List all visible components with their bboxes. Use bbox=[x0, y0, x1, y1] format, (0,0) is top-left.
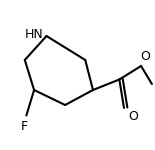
Text: HN: HN bbox=[25, 28, 43, 41]
Text: F: F bbox=[21, 120, 28, 133]
Text: O: O bbox=[128, 110, 138, 123]
Text: O: O bbox=[140, 50, 150, 63]
